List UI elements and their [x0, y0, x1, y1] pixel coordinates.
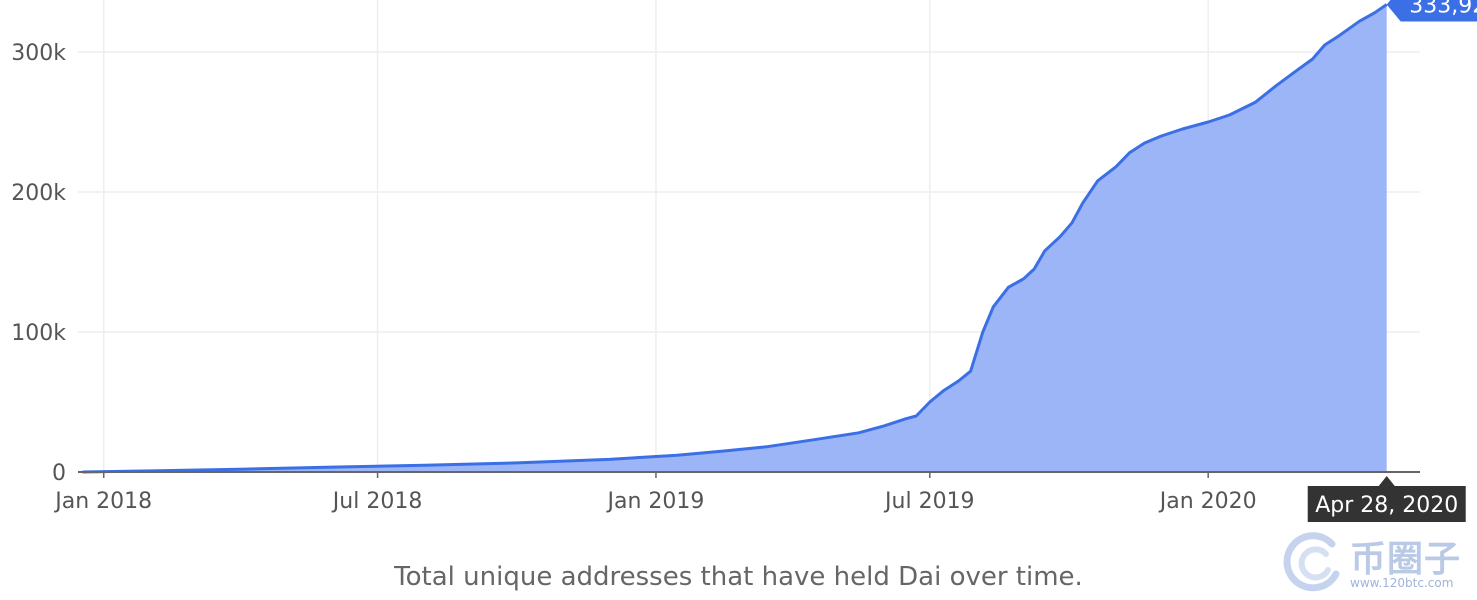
x-axis-ticks: Jan 2018 Jul 2018 Jan 2019 Jul 2019 Jan 2020 [53, 472, 1257, 514]
value-callout-label: 333,929 [1409, 0, 1477, 18]
watermark-text: 币圈子 [1350, 539, 1462, 580]
area-chart: 0 100k 200k 300k Jan 2018 Jul 2018 Jan 2019 Ju… [11, 0, 1477, 522]
y-tick-label: 300k [11, 41, 66, 66]
x-tick-label: Jul 2018 [331, 489, 423, 514]
watermark-icon [1283, 532, 1340, 592]
x-tick-label: Jul 2019 [883, 489, 975, 514]
value-callout: 333,929 [1386, 0, 1477, 22]
y-tick-label: 100k [11, 321, 66, 346]
x-tick-label: Jan 2020 [1158, 489, 1257, 514]
y-tick-label: 200k [11, 181, 66, 206]
x-tick-label: Jan 2018 [53, 489, 152, 514]
date-callout-label: Apr 28, 2020 [1315, 493, 1458, 518]
watermark-url: www.120btc.com [1350, 576, 1454, 590]
y-tick-label: 0 [52, 461, 66, 486]
value-callout-box [1386, 0, 1477, 22]
date-callout-box [1307, 476, 1466, 522]
watermark-logo: 币圈子 www.120btc.com [1280, 528, 1475, 596]
date-callout: Apr 28, 2020 [1307, 476, 1466, 522]
x-tick-label: Jan 2019 [605, 489, 704, 514]
series-line [82, 3, 1388, 474]
area-fill [82, 4, 1387, 472]
y-axis-ticks: 0 100k 200k 300k [11, 41, 66, 486]
chart-caption: Total unique addresses that have held Da… [394, 562, 1083, 592]
